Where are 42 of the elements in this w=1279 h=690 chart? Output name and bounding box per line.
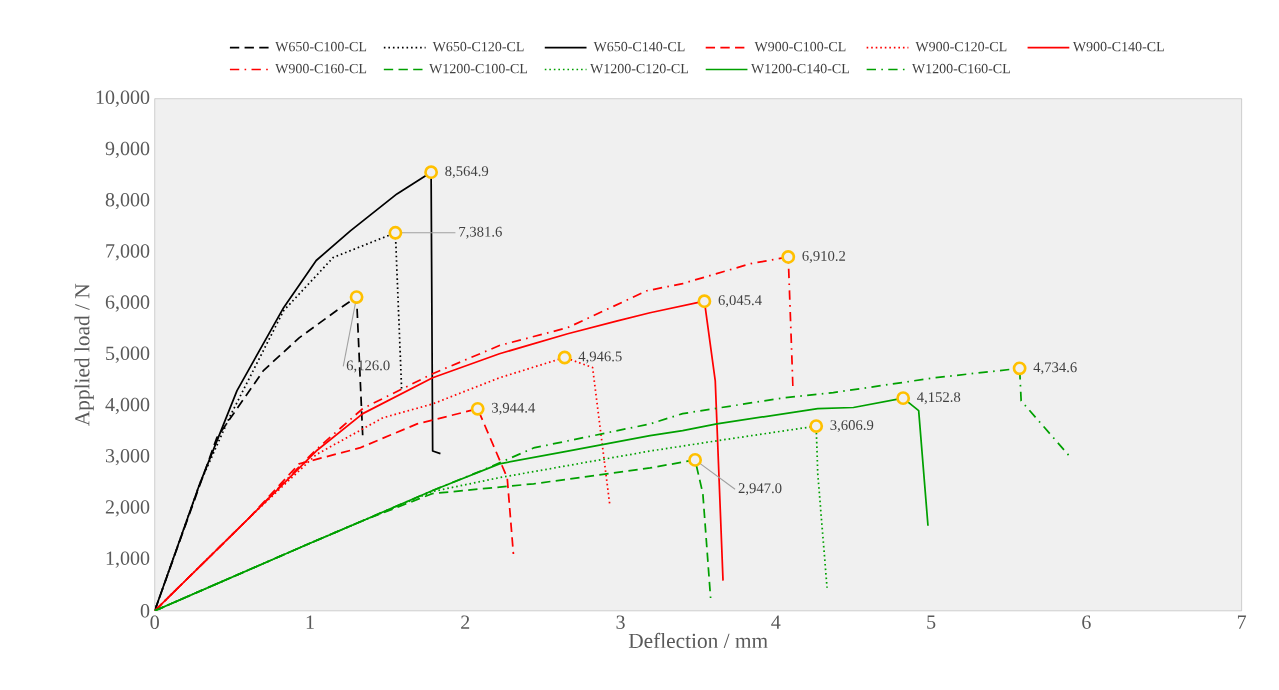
y-tick-label: 2,000 xyxy=(105,500,150,517)
annotation: 7,381.6 xyxy=(459,227,502,240)
annotation: 6,910.2 xyxy=(802,251,846,264)
legend-label: W1200-C140-CL xyxy=(751,64,849,74)
x-tick-label: 5 xyxy=(927,615,936,630)
y-tick-label: 5,000 xyxy=(106,346,150,364)
x-tick-label: 2 xyxy=(461,615,470,630)
annotation: 4,152.8 xyxy=(917,392,961,405)
y-tick-label: 0 xyxy=(140,604,150,618)
x-tick-label: 6 xyxy=(1082,615,1091,630)
y-tick-label: 7,000 xyxy=(106,244,150,261)
annotation: 4,946.5 xyxy=(578,351,622,364)
legend-label: W650-C140-CL xyxy=(593,42,685,52)
y-tick-label: 8,000 xyxy=(105,193,150,210)
legend-label: W650-C120-CL xyxy=(432,42,524,52)
annotation: 6,126.0 xyxy=(346,360,390,373)
annotation: 8,564.9 xyxy=(445,166,489,179)
y-tick-label: 9,000 xyxy=(105,141,150,159)
legend-label: W900-C140-CL xyxy=(1072,42,1164,52)
y-tick-label: 10,000 xyxy=(96,90,150,108)
annotation: 3,606.9 xyxy=(830,420,874,433)
x-tick-label: 7 xyxy=(1237,615,1247,629)
annotation: 3,944.4 xyxy=(492,403,536,416)
y-tick-label: 4,000 xyxy=(105,398,150,415)
legend-label: W1200-C120-CL xyxy=(590,64,688,74)
legend-label: W1200-C160-CL xyxy=(911,64,1010,74)
x-axis-title: Deflection / mm xyxy=(628,633,768,649)
legend-label: W900-C160-CL xyxy=(275,64,367,74)
y-tick-label: 1,000 xyxy=(106,551,150,569)
x-tick-label: 3 xyxy=(616,615,625,630)
x-tick-label: 4 xyxy=(771,615,781,629)
y-axis-title: Applied load / N xyxy=(74,284,94,427)
legend-label: W900-C100-CL xyxy=(754,42,846,52)
annotation: 2,947.0 xyxy=(738,483,782,496)
annotation: 6,045.4 xyxy=(718,295,762,308)
legend-label: W1200-C100-CL xyxy=(429,64,528,74)
x-tick-label: 1 xyxy=(306,615,314,629)
legend-label: W650-C100-CL xyxy=(275,42,367,52)
annotation: 4,734.6 xyxy=(1033,362,1077,375)
y-tick-label: 6,000 xyxy=(105,295,150,312)
legend-label: W900-C120-CL xyxy=(915,42,1007,52)
y-tick-label: 3,000 xyxy=(105,449,150,466)
